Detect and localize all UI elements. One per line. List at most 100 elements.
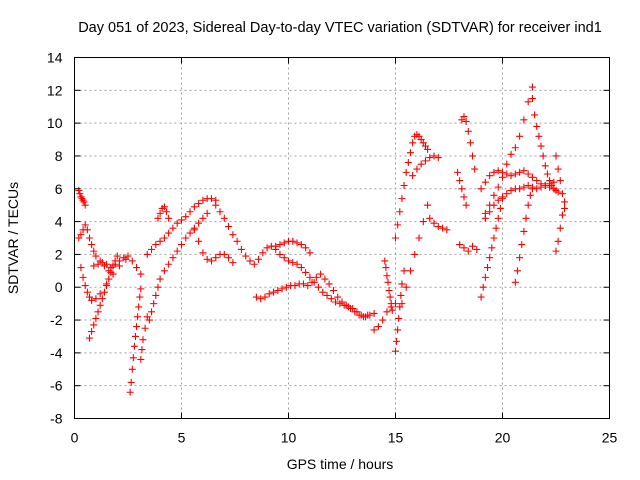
data-point — [543, 170, 551, 178]
data-point — [173, 219, 181, 227]
data-point — [190, 226, 198, 234]
data-point — [528, 83, 536, 91]
data-point — [554, 188, 562, 196]
data-point — [409, 172, 417, 180]
data-point — [263, 244, 271, 252]
data-point — [145, 316, 153, 324]
data-point — [126, 388, 134, 396]
data-point — [306, 249, 314, 257]
data-point — [481, 273, 489, 281]
data-point — [387, 300, 395, 308]
data-point — [518, 241, 526, 249]
data-point — [503, 170, 511, 178]
grid — [74, 57, 610, 419]
data-point — [207, 195, 215, 203]
data-point — [270, 288, 278, 296]
data-point — [186, 208, 194, 216]
data-point — [246, 257, 254, 265]
series-track-m — [252, 270, 372, 321]
series-track-ae — [552, 152, 569, 212]
series-track-ac — [511, 185, 536, 286]
data-point — [477, 293, 485, 301]
data-point — [503, 190, 511, 198]
data-point — [413, 165, 421, 173]
data-point — [561, 198, 569, 206]
data-point — [182, 213, 190, 221]
data-point — [383, 272, 391, 280]
data-point — [383, 308, 391, 316]
data-point — [511, 170, 519, 178]
data-point — [96, 301, 104, 309]
y-tick-label: -6 — [50, 378, 63, 394]
data-point — [229, 231, 237, 239]
data-point — [90, 247, 98, 255]
data-point — [332, 298, 340, 306]
series-track-t — [409, 152, 442, 180]
data-point — [460, 113, 468, 121]
data-point — [280, 239, 288, 247]
data-point — [323, 291, 331, 299]
data-point — [395, 314, 403, 322]
data-point — [398, 300, 406, 308]
data-point — [424, 145, 432, 153]
data-point — [154, 283, 162, 291]
data-point — [154, 214, 162, 222]
data-point — [289, 259, 297, 267]
data-point — [304, 282, 312, 290]
data-point — [486, 172, 494, 180]
data-point — [152, 291, 160, 299]
data-point — [302, 244, 310, 252]
data-point — [520, 183, 528, 191]
data-point — [384, 278, 392, 286]
data-point — [526, 191, 534, 199]
data-point — [370, 309, 378, 317]
x-tick-label: 10 — [281, 430, 297, 446]
data-point — [417, 160, 425, 168]
data-point — [464, 127, 472, 135]
data-point — [85, 334, 93, 342]
data-point — [212, 254, 220, 262]
data-point — [81, 221, 89, 229]
data-point — [439, 224, 447, 232]
data-point — [524, 201, 532, 209]
data-point — [528, 173, 536, 181]
data-point — [306, 273, 314, 281]
data-point — [520, 167, 528, 175]
data-point — [220, 250, 228, 258]
data-point — [138, 346, 146, 354]
data-point — [225, 254, 233, 262]
data-point — [507, 150, 515, 158]
data-point — [393, 337, 401, 345]
data-point — [535, 132, 543, 140]
data-point — [92, 252, 100, 260]
data-point — [541, 181, 549, 189]
data-point — [400, 267, 408, 275]
data-point — [546, 177, 554, 185]
data-point — [528, 185, 536, 193]
data-point — [81, 201, 89, 209]
series-track-aa — [481, 178, 558, 222]
data-point — [113, 252, 121, 260]
data-point — [293, 260, 301, 268]
data-point — [143, 250, 151, 258]
data-point — [460, 244, 468, 252]
data-point — [537, 142, 545, 150]
data-point — [169, 254, 177, 262]
data-point — [537, 183, 545, 191]
series-track-ab — [477, 195, 506, 301]
data-point — [503, 160, 511, 168]
data-point — [516, 132, 524, 140]
data-point — [460, 193, 468, 201]
data-point — [406, 267, 414, 275]
data-point — [203, 209, 211, 217]
data-point — [520, 227, 528, 235]
y-tick-label: 0 — [55, 279, 63, 295]
data-point — [182, 234, 190, 242]
data-point — [282, 283, 290, 291]
plot-area — [75, 83, 569, 396]
data-point — [394, 326, 402, 334]
series-track-l — [212, 201, 378, 321]
data-point — [207, 257, 215, 265]
data-point — [261, 293, 269, 301]
data-point — [398, 280, 406, 288]
